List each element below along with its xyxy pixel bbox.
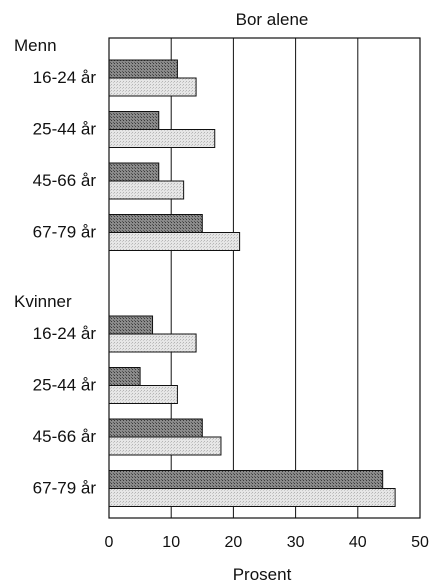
category-label: 16-24 år	[33, 324, 97, 343]
x-tick-label: 30	[287, 534, 305, 551]
bar-light	[108, 488, 396, 507]
bar-dark	[108, 111, 160, 130]
bar-light	[108, 77, 197, 97]
bar-light	[108, 333, 197, 353]
bar-dark	[108, 59, 178, 79]
x-axis-label: Prosent	[233, 565, 292, 583]
group-label: Menn	[14, 36, 57, 55]
x-tick-label: 10	[162, 534, 180, 551]
bar-light	[108, 129, 216, 148]
category-label: 45-66 år	[33, 171, 97, 190]
category-label: 67-79 år	[33, 223, 97, 242]
category-label: 16-24 år	[33, 68, 97, 87]
x-axis-ticks: 0 10 20 30 40 50	[105, 534, 429, 551]
chart-title: Bor alene	[236, 10, 309, 29]
category-label: 25-44 år	[33, 376, 97, 395]
category-label: 67-79 år	[33, 479, 97, 498]
x-tick-label: 0	[105, 534, 114, 551]
bar-dark	[108, 162, 160, 182]
bar-dark	[108, 214, 203, 233]
category-label: 45-66 år	[33, 427, 97, 446]
bar-dark	[108, 418, 203, 438]
bar-dark	[108, 315, 154, 335]
bar-dark	[108, 470, 384, 489]
bar-light	[108, 232, 241, 251]
x-tick-label: 20	[225, 534, 243, 551]
x-tick-label: 50	[411, 534, 429, 551]
bars	[108, 59, 396, 507]
category-label: 25-44 år	[33, 120, 97, 139]
group-label: Kvinner	[14, 292, 72, 311]
category-labels: Menn 16-24 år 25-44 år 45-66 år 67-79 år Kvin…	[14, 36, 96, 498]
bar-light	[108, 385, 178, 404]
x-tick-label: 40	[349, 534, 367, 551]
bar-dark	[108, 367, 141, 386]
bar-light	[108, 436, 222, 456]
bar-light	[108, 180, 185, 200]
plot-frame	[108, 37, 421, 519]
